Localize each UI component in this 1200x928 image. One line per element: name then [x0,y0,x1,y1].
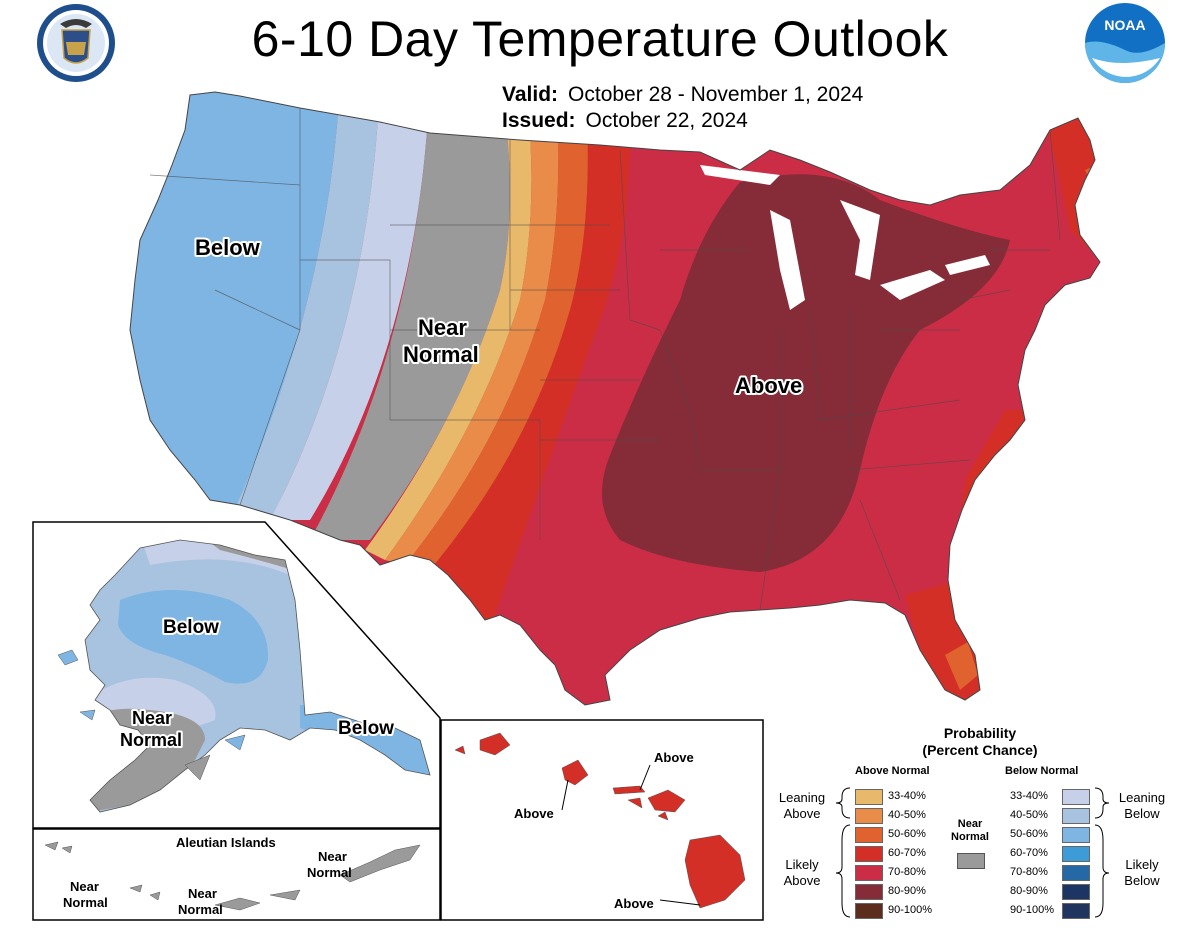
legend-below-header: Below Normal [1005,765,1079,777]
issued-label: Issued: [502,109,576,132]
legend-above-label-0: 33-40% [888,790,926,802]
aleutian-near-b1: Near [188,886,217,901]
legend-leaning-below-2: Below [1124,806,1160,821]
noaa-logo-icon: NOAA [1085,3,1165,83]
hawaii-above-maui: Above [654,750,694,765]
aleutian-title: Aleutian Islands [176,835,276,850]
aleutian-near-a2: Normal [63,895,108,910]
commerce-seal-icon [37,4,115,82]
legend-below-label-2: 50-60% [1010,828,1048,840]
page-title: 6-10 Day Temperature Outlook [251,11,949,67]
legend-above-label-3: 60-70% [888,847,926,859]
legend-below-swatch-4 [1062,865,1090,881]
legend-leaning-above-1: Leaning [778,790,826,805]
conus-outline [129,91,1101,706]
legend-near-normal-2: Normal [951,831,989,843]
legend-above-label-2: 50-60% [888,828,926,840]
alaska-near-label-1: Near [132,708,172,728]
alaska-islands [57,649,246,781]
aleutian-near-c2: Normal [307,865,352,880]
legend-likely-above-2: Above [783,873,821,888]
aleutian-islands [44,841,421,911]
conus-above-label: Above [735,373,802,398]
legend-below-swatch-3 [1062,846,1090,862]
valid-row: Valid: October 28 - November 1, 2024 [502,83,863,107]
legend-above-label-4: 70-80% [888,866,926,878]
legend-likely-above: Likely Above [772,857,832,889]
legend-above-swatch-3 [855,846,883,862]
legend-below-swatch-0 [1062,789,1090,805]
legend-title: Probability (Percent Chance) [880,725,1080,759]
legend-below-label-4: 70-80% [1010,866,1048,878]
alaska-below-label: Below [163,617,219,638]
legend-above-label-1: 40-50% [888,809,926,821]
legend-above-swatch-2 [855,827,883,843]
legend-leaning-above: Leaning Above [772,790,832,822]
legend-leaning-below-1: Leaning [1118,790,1166,805]
legend-below-label-5: 80-90% [1010,885,1048,897]
legend-near-normal: Near Normal [950,818,990,844]
aleutian-near-c1: Near [318,849,347,864]
aleutian-near-a1: Near [70,879,99,894]
legend-braces [835,787,1110,918]
legend-leaning-below: Leaning Below [1112,790,1172,822]
legend-title-line2: (Percent Chance) [922,742,1038,758]
valid-label: Valid: [502,83,559,106]
panhandle-below-label: Below [338,718,394,739]
noaa-logo-text: NOAA [1104,17,1145,33]
hawaii-leader-lines [561,764,701,906]
legend-above-swatch-1 [855,808,883,824]
conus-near-label-1: Near [418,315,467,340]
legend-below-label-1: 40-50% [1010,809,1048,821]
legend-likely-below-1: Likely [1125,857,1159,872]
legend-title-line1: Probability [943,725,1017,741]
legend-leaning-above-2: Above [783,806,821,821]
legend-below-swatch-6 [1062,903,1090,919]
legend-likely-above-1: Likely [785,857,819,872]
hawaii-islands [454,732,746,909]
issued-date: October 22, 2024 [585,109,748,132]
conus-near-label-2: Normal [403,342,479,367]
legend-above-header: Above Normal [855,765,930,777]
hawaii-above-kauai: Above [514,806,554,821]
legend-below-label-0: 33-40% [1010,790,1048,802]
issued-row: Issued: October 22, 2024 [502,109,748,133]
legend-above-label-6: 90-100% [888,904,933,916]
legend-above-swatch-5 [855,884,883,900]
aleutian-near-b2: Normal [178,902,223,917]
valid-dates: October 28 - November 1, 2024 [568,83,864,106]
conus-below-label: Below [195,235,261,260]
legend-above-swatch-4 [855,865,883,881]
legend-likely-below-2: Below [1124,873,1160,888]
legend-near-normal-swatch [957,853,985,869]
legend-above-swatch-6 [855,903,883,919]
legend-above-swatch-0 [855,789,883,805]
legend-above-label-5: 80-90% [888,885,926,897]
alaska-near-label-2: Normal [120,730,182,750]
legend-below-swatch-5 [1062,884,1090,900]
legend-likely-below: Likely Below [1112,857,1172,889]
legend-below-swatch-2 [1062,827,1090,843]
hawaii-above-big: Above [614,896,654,911]
alaska-outline [84,539,431,813]
state-borders [149,108,1061,611]
legend-near-normal-1: Near [957,818,983,830]
legend-below-label-6: 90-100% [1010,904,1055,916]
legend-below-label-3: 60-70% [1010,847,1048,859]
legend-below-swatch-1 [1062,808,1090,824]
